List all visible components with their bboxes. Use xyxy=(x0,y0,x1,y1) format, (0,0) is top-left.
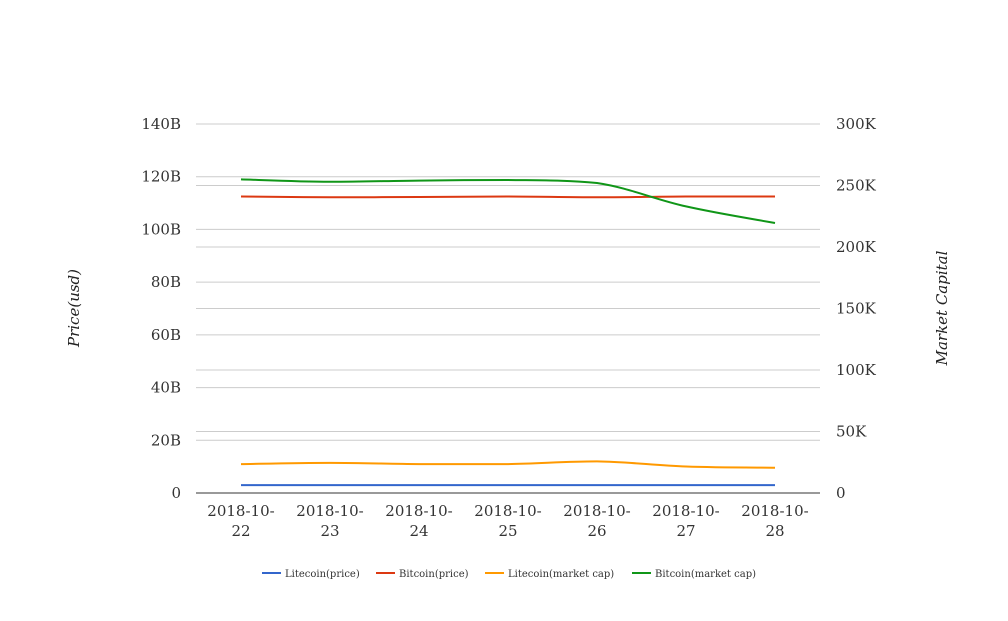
x-tick-label-line: 27 xyxy=(676,522,695,540)
left-axis-title: Price(usd) xyxy=(65,269,83,348)
x-tick-label: 2018-10- 22 xyxy=(207,502,274,540)
left-gridlines xyxy=(196,123,820,441)
x-tick-label: 2018-10- 26 xyxy=(563,502,630,540)
x-tick-label-line: 2018-10- xyxy=(652,502,719,520)
right-gridlines xyxy=(196,123,820,432)
left-axis-ticks: 0 20B 40B 60B 80B 100B 120B 140B xyxy=(141,115,181,502)
right-tick-label: 300K xyxy=(836,115,877,133)
x-tick-label-line: 2018-10- xyxy=(385,502,452,520)
left-tick-label: 80B xyxy=(151,273,181,291)
right-axis-title: Market Capital xyxy=(933,250,951,366)
x-tick-label-line: 24 xyxy=(409,522,428,540)
x-tick-label-line: 26 xyxy=(587,522,606,540)
left-tick-label: 120B xyxy=(141,168,181,186)
x-tick-label: 2018-10- 25 xyxy=(474,502,541,540)
x-tick-label-line: 2018-10- xyxy=(741,502,808,520)
left-tick-label: 140B xyxy=(141,115,181,133)
series-lines xyxy=(240,178,776,487)
x-tick-label-line: 2018-10- xyxy=(296,502,363,520)
left-tick-label: 0 xyxy=(171,484,181,502)
right-tick-label: 200K xyxy=(836,238,877,256)
right-tick-label: 150K xyxy=(836,300,877,318)
legend-label-bitcoin-price: Bitcoin(price) xyxy=(399,569,469,580)
x-tick-label-line: 22 xyxy=(231,522,250,540)
left-tick-label: 100B xyxy=(141,220,181,238)
left-tick-label: 20B xyxy=(151,431,181,449)
x-tick-label-line: 23 xyxy=(320,522,339,540)
left-tick-label: 40B xyxy=(151,379,181,397)
x-axis-ticks: 2018-10- 22 2018-10- 23 2018-10- 24 2018-10- 25… xyxy=(207,502,808,540)
x-tick-label: 2018-10- 24 xyxy=(385,502,452,540)
x-tick-label: 2018-10- 23 xyxy=(296,502,363,540)
x-tick-label-line: 2018-10- xyxy=(207,502,274,520)
x-tick-label: 2018-10- 27 xyxy=(652,502,719,540)
right-tick-label: 100K xyxy=(836,361,877,379)
x-tick-label-line: 2018-10- xyxy=(563,502,630,520)
series-line-litecoin-market-cap xyxy=(240,460,776,469)
x-tick-label-line: 25 xyxy=(498,522,517,540)
right-tick-label: 50K xyxy=(836,423,867,441)
legend-label-bitcoin-market-cap: Bitcoin(market cap) xyxy=(655,569,756,580)
x-tick-label: 2018-10- 28 xyxy=(741,502,808,540)
series-line-bitcoin-market-cap xyxy=(240,178,776,224)
series-line-bitcoin-price xyxy=(240,195,775,199)
x-tick-label-line: 2018-10- xyxy=(474,502,541,520)
left-tick-label: 60B xyxy=(151,326,181,344)
right-tick-label: 250K xyxy=(836,177,877,195)
legend: Litecoin(price) Bitcoin(price) Litecoin(ma… xyxy=(262,569,756,580)
right-tick-label: 0 xyxy=(836,484,846,502)
right-axis-ticks: 0 50K 100K 150K 200K 250K 300K xyxy=(836,115,877,502)
x-tick-label-line: 28 xyxy=(765,522,784,540)
legend-label-litecoin-market-cap: Litecoin(market cap) xyxy=(508,569,614,580)
legend-label-litecoin-price: Litecoin(price) xyxy=(285,569,360,580)
